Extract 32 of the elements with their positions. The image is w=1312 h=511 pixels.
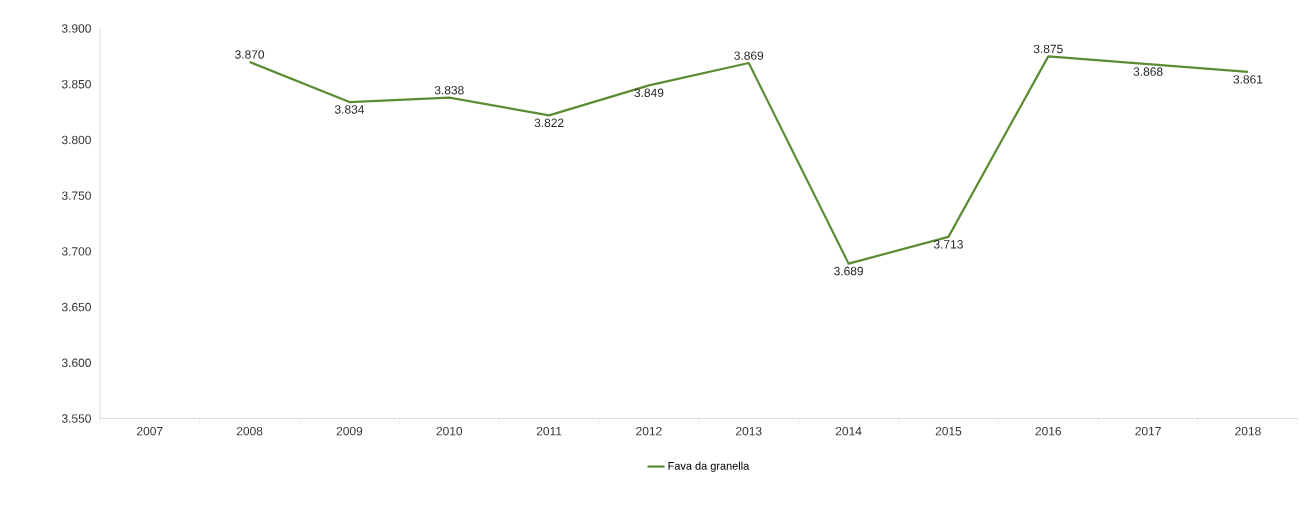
y-tick-label: 3.650 (61, 302, 91, 312)
data-label: 3.861 (1233, 75, 1263, 84)
y-tick-label: 3.750 (61, 191, 91, 200)
data-label: 3.868 (1133, 67, 1163, 76)
y-tick-label: 3.900 (61, 24, 91, 33)
data-label: 3.869 (734, 51, 764, 60)
x-tick-label: 2013 (736, 426, 762, 436)
x-tick-label: 2015 (935, 426, 962, 436)
data-label: 3.875 (1033, 44, 1063, 54)
y-tick-label: 3.850 (61, 79, 91, 89)
x-tick-label: 2008 (236, 426, 263, 436)
data-label: 3.834 (334, 105, 365, 114)
x-tick-label: 2010 (436, 426, 463, 436)
data-label: 3.838 (434, 85, 464, 95)
y-tick-label: 3.700 (61, 247, 91, 256)
x-tick-label: 2012 (636, 426, 662, 436)
y-tick-label: 3.800 (61, 135, 91, 145)
y-tick-label: 3.600 (61, 358, 91, 368)
x-tick-label: 2018 (1235, 426, 1261, 436)
x-tick-label: 2014 (835, 426, 862, 436)
x-tick-label: 2017 (1135, 426, 1161, 436)
data-label: 3.713 (933, 240, 963, 249)
y-tick-label: 3.550 (61, 414, 91, 423)
legend-label: Fava da granella (668, 461, 750, 472)
x-tick-label: 2016 (1035, 426, 1062, 436)
x-tick-label: 2011 (536, 426, 562, 436)
data-label: 3.849 (634, 88, 664, 97)
data-label: 3.870 (235, 50, 265, 59)
x-tick-label: 2009 (336, 426, 363, 436)
data-label: 3.689 (834, 266, 863, 276)
x-tick-label: 2007 (137, 426, 163, 436)
data-label: 3.822 (534, 118, 564, 128)
